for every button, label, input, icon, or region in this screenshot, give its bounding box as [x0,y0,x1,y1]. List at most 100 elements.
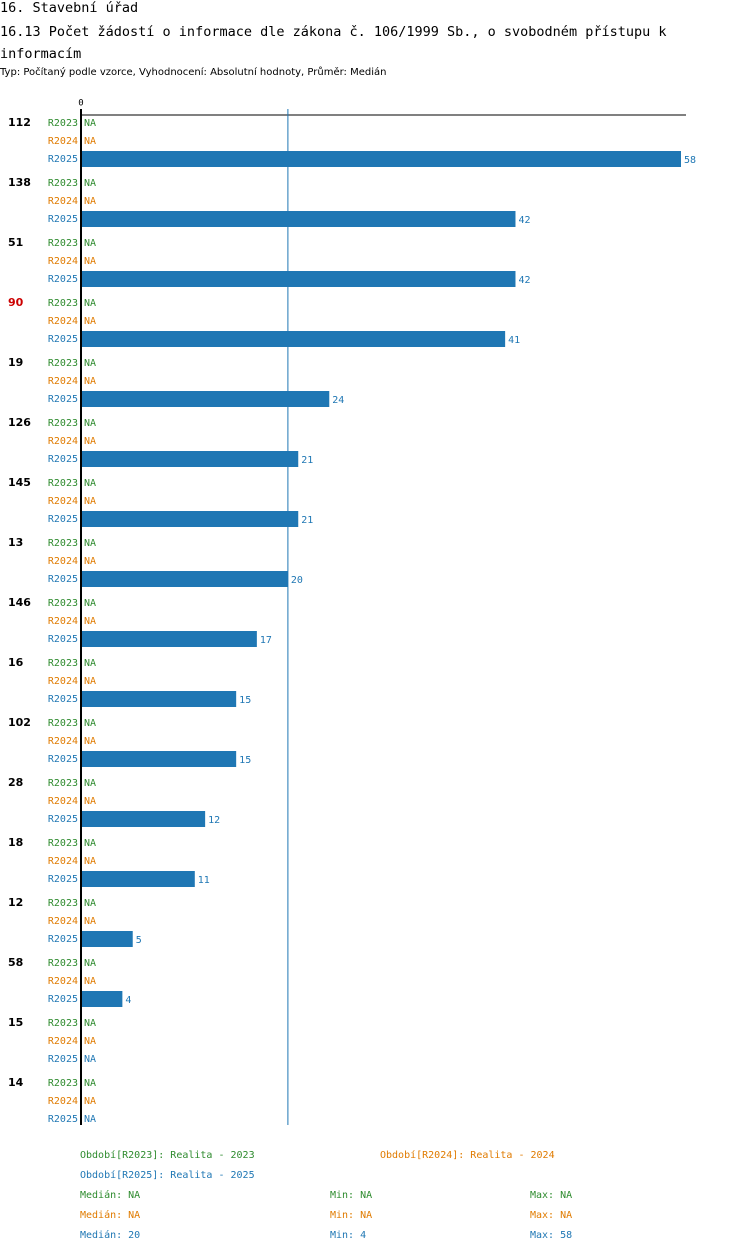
legend-r2025: Období[R2025]: Realita - 2025 [80,1170,255,1181]
series-label: R2024 [48,556,78,567]
category-label: 145 [8,476,31,489]
series-label: R2025 [48,454,78,465]
series-label: R2024 [48,676,78,687]
data-label: 58 [684,155,696,166]
na-label: NA [84,196,96,207]
na-label: NA [84,418,96,429]
series-label: R2023 [48,958,78,969]
category-label: 146 [8,596,31,609]
min-r2024: Min: NA [330,1210,373,1221]
median-r2025: Medián: 20 [80,1230,141,1241]
na-label: NA [84,1018,96,1029]
series-label: R2024 [48,856,78,867]
category-label: 12 [8,896,23,909]
na-label: NA [84,838,96,849]
na-label: NA [84,136,96,147]
na-label: NA [84,436,96,447]
series-label: R2023 [48,478,78,489]
series-label: R2024 [48,496,78,507]
series-label: R2024 [48,796,78,807]
na-label: NA [84,256,96,267]
na-label: NA [84,796,96,807]
category-label: 126 [8,416,31,429]
na-label: NA [84,916,96,927]
category-label: 15 [8,1016,23,1029]
data-label: 41 [508,335,520,346]
series-label: R2025 [48,394,78,405]
na-label: NA [84,478,96,489]
series-label: R2024 [48,1096,78,1107]
bar [81,211,516,227]
na-label: NA [84,316,96,327]
data-label: 21 [301,455,313,466]
na-label: NA [84,718,96,729]
series-label: R2024 [48,436,78,447]
series-label: R2025 [48,214,78,225]
data-label: 42 [518,215,530,226]
category-label: 112 [8,116,31,129]
series-label: R2025 [48,814,78,825]
series-label: R2023 [48,778,78,789]
min-r2025: Min: 4 [330,1230,367,1241]
legend-r2024: Období[R2024]: Realita - 2024 [380,1150,555,1161]
series-label: R2023 [48,358,78,369]
data-label: 15 [239,695,251,706]
na-label: NA [84,538,96,549]
category-label: 51 [8,236,23,249]
category-label: 19 [8,356,23,369]
na-label: NA [84,856,96,867]
category-label: 28 [8,776,23,789]
na-label: NA [84,1078,96,1089]
na-label: NA [84,778,96,789]
data-label: 24 [332,395,344,406]
series-label: R2023 [48,178,78,189]
series-label: R2025 [48,514,78,525]
bar [81,691,237,707]
bar [81,931,133,947]
na-label: NA [84,238,96,249]
category-label: 18 [8,836,23,849]
series-label: R2023 [48,718,78,729]
series-label: R2025 [48,994,78,1005]
series-label: R2025 [48,934,78,945]
series-label: R2024 [48,616,78,627]
data-label: 17 [260,635,272,646]
section-title: 16. Stavební úřad [0,0,139,16]
bar [81,271,516,287]
series-label: R2023 [48,598,78,609]
series-label: R2024 [48,316,78,327]
min-r2023: Min: NA [330,1190,373,1201]
series-label: R2025 [48,574,78,585]
x-tick-label: 0 [78,99,83,109]
na-label: NA [84,676,96,687]
series-label: R2024 [48,736,78,747]
series-label: R2025 [48,1054,78,1065]
series-label: R2024 [48,976,78,987]
data-label: 21 [301,515,313,526]
series-label: R2025 [48,1114,78,1125]
na-label: NA [84,1036,96,1047]
na-label: NA [84,496,96,507]
data-label: 42 [518,275,530,286]
series-label: R2024 [48,1036,78,1047]
na-label: NA [84,1054,96,1065]
series-label: R2025 [48,874,78,885]
bar [81,811,206,827]
data-label: 15 [239,755,251,766]
series-label: R2023 [48,1018,78,1029]
category-label: 102 [8,716,31,729]
bar [81,871,195,887]
na-label: NA [84,976,96,987]
series-label: R2023 [48,538,78,549]
category-label: 13 [8,536,23,549]
na-label: NA [84,658,96,669]
bar [81,391,330,407]
na-label: NA [84,298,96,309]
na-label: NA [84,118,96,129]
series-label: R2023 [48,838,78,849]
series-label: R2024 [48,136,78,147]
bar [81,631,257,647]
bar [81,751,237,767]
series-label: R2025 [48,154,78,165]
median-r2024: Medián: NA [80,1210,141,1221]
